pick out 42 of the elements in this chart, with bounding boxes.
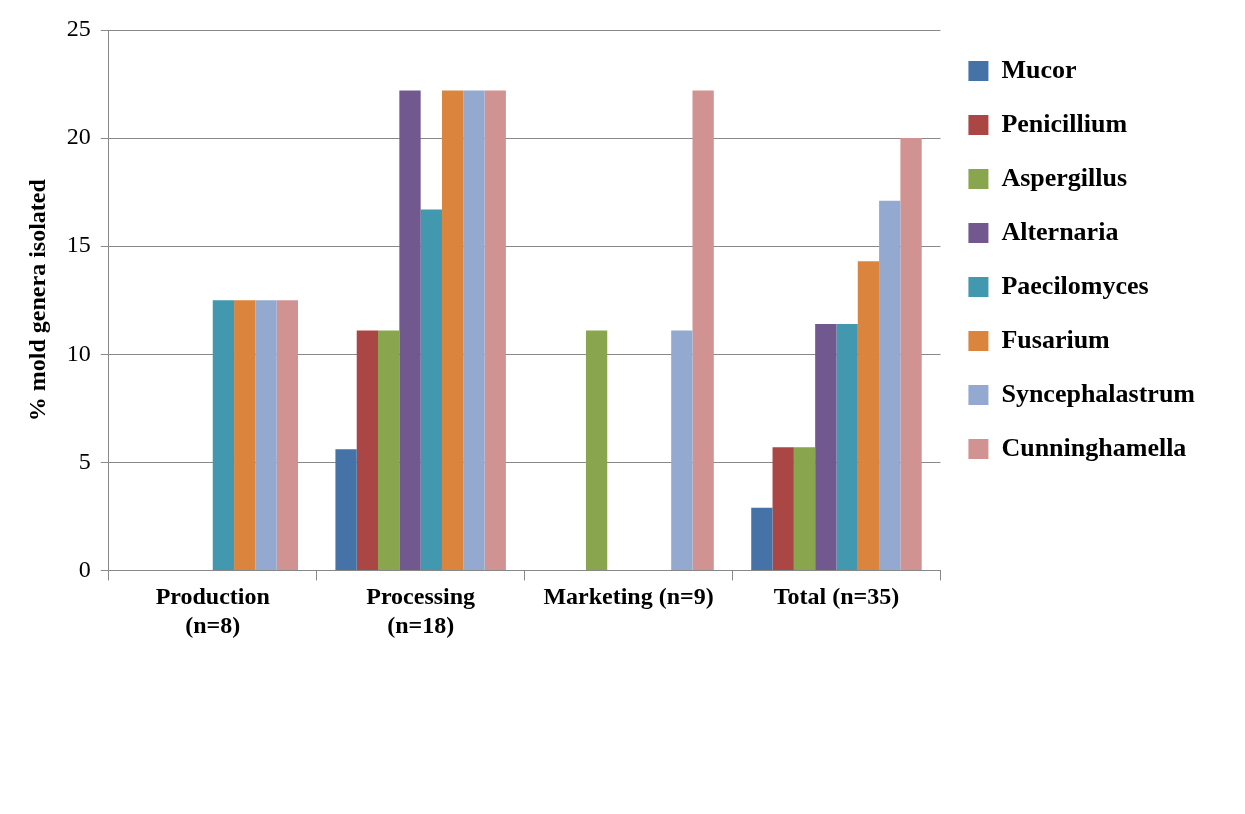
legend-label: Alternaria	[1001, 216, 1119, 246]
x-tick-label: Marketing (n=9)	[543, 583, 714, 609]
y-tick-label: 25	[66, 15, 91, 42]
bar	[836, 323, 858, 570]
bar	[751, 507, 773, 570]
bar	[857, 261, 880, 570]
legend-label: Syncephalastrum	[1001, 378, 1196, 408]
y-tick-label: 10	[66, 339, 91, 366]
bar	[671, 330, 693, 570]
bar	[378, 330, 400, 570]
bar	[356, 330, 379, 570]
bar	[335, 449, 357, 570]
bar	[815, 323, 837, 570]
y-tick-label: 0	[78, 555, 91, 582]
bar	[585, 330, 608, 570]
bar	[420, 209, 442, 570]
x-tick-label: Production (n=8)	[155, 583, 270, 638]
x-tick-label: Total (n=35)	[773, 583, 900, 609]
bar	[255, 300, 277, 570]
bar	[879, 200, 901, 570]
bar	[212, 300, 235, 570]
legend-label: Cunninghamella	[1001, 432, 1187, 462]
bar	[441, 90, 464, 570]
bar	[399, 90, 421, 570]
y-tick-label: 5	[78, 447, 91, 474]
y-tick-label: 20	[66, 123, 91, 150]
bar	[484, 90, 506, 570]
bar	[793, 447, 816, 570]
legend-label: Paecilomyces	[1001, 270, 1149, 300]
legend-label: Fusarium	[1001, 324, 1111, 354]
bar	[463, 90, 485, 570]
y-tick-label: 15	[66, 231, 91, 258]
bar	[772, 447, 794, 570]
bar	[900, 138, 922, 570]
legend-label: Aspergillus	[1001, 162, 1128, 192]
bar	[692, 90, 714, 570]
legend-label: Penicillium	[1001, 108, 1128, 138]
x-tick-label: Processing (n=18)	[366, 583, 476, 638]
bar	[276, 300, 298, 570]
y-axis-title: % mold genera isolated	[23, 178, 50, 422]
bar	[234, 300, 256, 570]
legend-label: Mucor	[1001, 54, 1077, 84]
